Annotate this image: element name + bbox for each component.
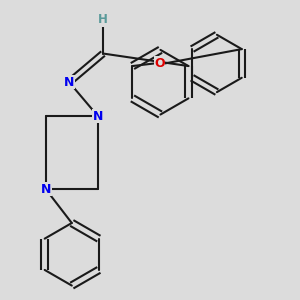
Text: N: N [93, 110, 103, 123]
Text: N: N [40, 183, 51, 196]
Text: N: N [64, 76, 74, 89]
Text: H: H [98, 13, 108, 26]
Text: O: O [154, 57, 165, 70]
